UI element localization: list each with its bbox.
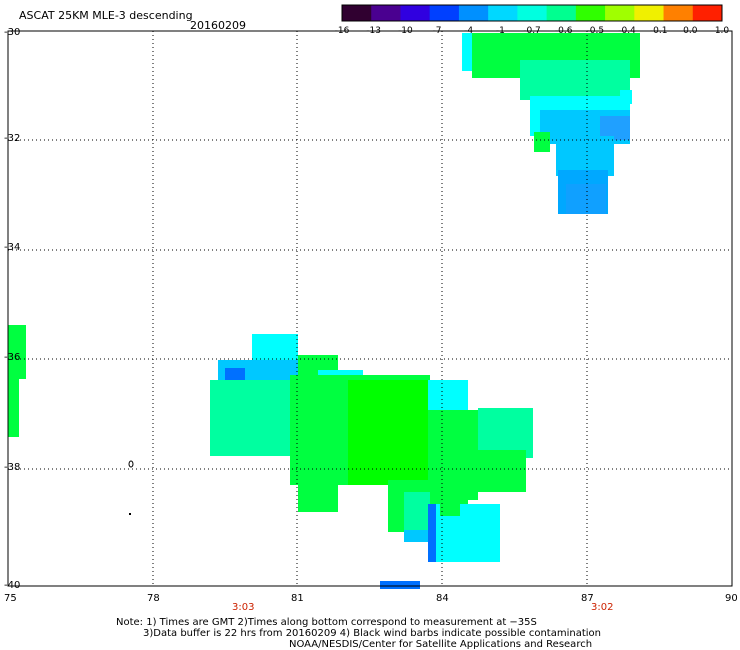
wind-cell (520, 60, 630, 100)
lat-label: -40 (4, 580, 21, 591)
wind-cell (252, 334, 298, 360)
wind-cell (8, 325, 26, 379)
wind-cell (462, 33, 472, 71)
colorbar (341, 4, 723, 22)
map-border (7, 30, 733, 587)
wind-cell (404, 530, 428, 542)
colorbar-segment (575, 5, 606, 21)
colorbar-label: -10 (397, 26, 413, 36)
wind-cell (404, 492, 430, 532)
wind-cell (440, 496, 460, 516)
colorbar-label: -0.4 (618, 26, 636, 36)
lon-label: 84 (436, 593, 449, 604)
wind-cell (478, 450, 526, 492)
time-label: 3:02 (591, 602, 614, 613)
colorbar-segment (634, 5, 665, 21)
wind-data-swaths (8, 33, 640, 589)
colorbar-label: 0.0 (683, 26, 698, 36)
colorbar-label: -7 (432, 26, 442, 36)
colorbar-segment (488, 5, 518, 21)
wind-cell (566, 184, 606, 214)
wind-cell (534, 132, 550, 152)
colorbar-segment (605, 5, 635, 21)
colorbar-segment (458, 5, 489, 21)
wind-cell (8, 379, 19, 437)
colorbar-label: -0.6 (554, 26, 573, 36)
wind-cell (620, 90, 632, 104)
map-frame (7, 30, 733, 587)
wind-cell (298, 480, 338, 512)
wind-cell (556, 136, 614, 176)
colorbar-segment (546, 5, 577, 21)
colorbar-label: 1.0 (714, 26, 730, 36)
colorbar-segment (400, 5, 431, 21)
colorbar-label: -0.7 (523, 26, 541, 36)
lon-label: 90 (725, 593, 738, 604)
lon-label: 87 (581, 593, 594, 604)
wind-cell (225, 368, 245, 380)
lon-label: 75 (4, 593, 17, 604)
colorbar-segment (517, 5, 548, 21)
lat-label: -36 (4, 352, 21, 363)
lon-label: 78 (147, 593, 160, 604)
colorbar-label: -1 (495, 26, 505, 36)
colorbar-outline (341, 4, 723, 22)
colorbar-label: -4 (464, 26, 474, 36)
lon-label: 81 (291, 593, 304, 604)
colorbar-label: -13 (366, 26, 382, 36)
colorbar-label: -0.1 (649, 26, 668, 36)
wind-cell (348, 380, 428, 485)
map-title: ASCAT 25KM MLE-3 descending (19, 9, 193, 22)
lat-label: -34 (4, 242, 21, 253)
note-line-1: Note: 1) Times are GMT 2)Times along bot… (116, 617, 537, 628)
colorbar-segment (663, 5, 694, 21)
colorbar-segment (429, 5, 460, 21)
lat-label: -38 (4, 462, 21, 473)
colorbar-label: -0.5 (586, 26, 605, 36)
map-date: 20160209 (190, 19, 246, 32)
time-marker-bar (380, 581, 420, 589)
colorbar-segment (342, 5, 372, 21)
lat-label: -30 (4, 27, 21, 38)
note-line-3: NOAA/NESDIS/Center for Satellite Applica… (289, 639, 593, 650)
wind-cell (478, 408, 533, 458)
colorbar-segment (371, 5, 401, 21)
island-marker (128, 460, 134, 468)
note-line-2: 3)Data buffer is 22 hrs from 20160209 4)… (143, 628, 601, 639)
colorbar-segment (692, 5, 723, 21)
time-label: 3:03 (232, 602, 255, 613)
colorbar-label: -16 (334, 26, 350, 36)
island-marker (129, 513, 131, 515)
wind-cell (428, 504, 436, 562)
lat-label: -32 (4, 133, 21, 144)
lat-lon-grid (8, 31, 732, 586)
